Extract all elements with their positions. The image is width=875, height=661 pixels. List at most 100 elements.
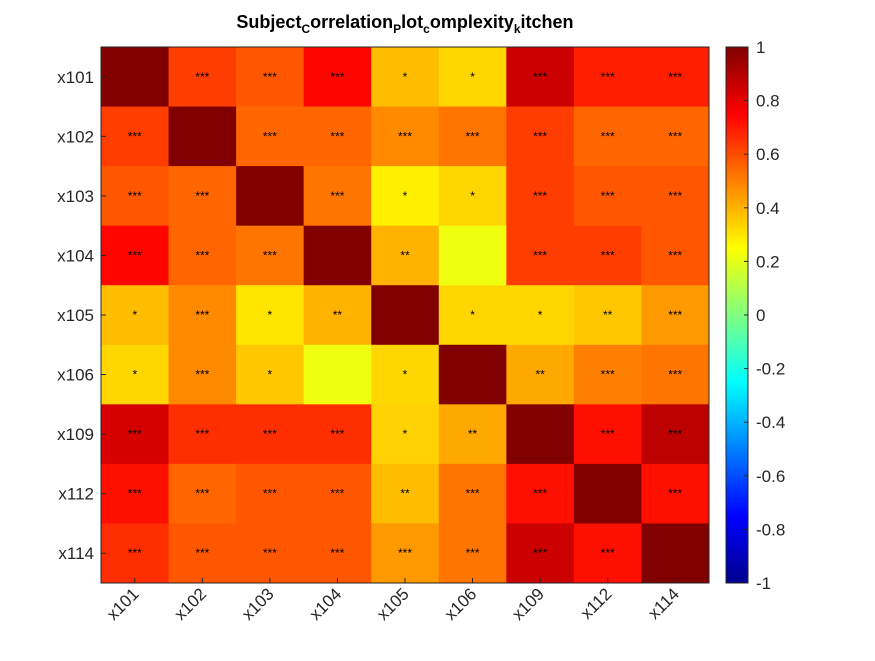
heatmap-cell: [438, 225, 507, 286]
significance-label: ***: [668, 308, 682, 322]
title-part: c: [423, 22, 430, 36]
significance-label: *: [403, 189, 408, 203]
heatmap-cell: [303, 47, 372, 108]
significance-label: ***: [195, 248, 209, 262]
significance-label: ***: [668, 427, 682, 441]
heatmap-cell: [236, 106, 305, 167]
significance-label: ***: [398, 546, 412, 560]
significance-label: ***: [601, 427, 615, 441]
colorbar-tick-label: 0.2: [756, 252, 780, 271]
significance-label: ***: [398, 129, 412, 143]
significance-label: ***: [263, 487, 277, 501]
colorbar-ticks: -1 -0.8 -0.6 -0.4 -0.2 0 0.2 0.4 0.6 0.8 1: [744, 38, 785, 593]
heatmap-cell: [101, 344, 170, 405]
heatmap-cell: [371, 404, 440, 465]
title-part: omplexity: [430, 12, 514, 32]
heatmap-cell: [236, 225, 305, 286]
colorbar-tick-label: 1: [756, 38, 765, 57]
title-part: k: [514, 22, 521, 36]
heatmap-cell: [303, 523, 372, 584]
colorbar-tick-label: -0.4: [756, 413, 785, 432]
heatmap-cell: [573, 225, 642, 286]
x-tick-label: x114: [644, 584, 683, 623]
heatmap-cell: [101, 166, 170, 227]
y-tick-label: x101: [57, 68, 94, 87]
colorbar-tick-label: 0.8: [756, 92, 780, 111]
x-tick-label: x109: [508, 584, 548, 624]
heatmap-cell: [506, 106, 575, 167]
heatmap-cell: [438, 106, 507, 167]
x-tick-label: x102: [171, 584, 211, 624]
chart-title: SubjectCorrelationPlotcomplexitykitchen: [236, 12, 573, 36]
significance-label: ***: [330, 487, 344, 501]
heatmap-cell: [168, 47, 237, 108]
significance-label: ***: [668, 70, 682, 84]
significance-label: ***: [195, 189, 209, 203]
significance-label: ***: [263, 427, 277, 441]
heatmap-cell: [168, 523, 237, 584]
heatmap-cell: [168, 344, 237, 405]
title-part: C: [301, 22, 310, 36]
heatmap-cell: [438, 166, 507, 227]
heatmap-cell: [168, 285, 237, 346]
heatmap-cell: [236, 285, 305, 346]
significance-label: ***: [330, 189, 344, 203]
significance-label: **: [603, 308, 613, 322]
heatmap-cell: [236, 523, 305, 584]
heatmap-cell: [506, 463, 575, 524]
heatmap-cell: [438, 285, 507, 346]
heatmap-cell: [371, 285, 440, 346]
title-part: lot: [401, 12, 423, 32]
x-tick-label: x103: [238, 584, 278, 624]
colorbar-tick-label: 0.6: [756, 145, 780, 164]
x-tick-label: x105: [373, 584, 413, 624]
x-tick-label: x101: [103, 584, 143, 624]
significance-label: ***: [263, 129, 277, 143]
significance-label: ***: [668, 248, 682, 262]
heatmap-cell: [438, 344, 507, 405]
x-tick-label: x104: [306, 584, 346, 624]
significance-label: ***: [533, 248, 547, 262]
colorbar-tick-label: -0.2: [756, 360, 785, 379]
y-tick-label: x103: [57, 187, 94, 206]
heatmap-cell: [573, 47, 642, 108]
heatmap-cell: [236, 344, 305, 405]
heatmap-cell: [168, 225, 237, 286]
y-tick-label: x106: [57, 366, 94, 385]
heatmap-cell: [371, 523, 440, 584]
title-part: P: [393, 22, 401, 36]
significance-label: *: [132, 308, 137, 322]
title-part: Subject: [236, 12, 301, 32]
heatmap-cell: [101, 285, 170, 346]
significance-label: ***: [128, 248, 142, 262]
heatmap-cell: [438, 463, 507, 524]
heatmap-cell: [168, 106, 237, 167]
heatmap-cell: [641, 463, 710, 524]
y-tick-label: x105: [57, 306, 94, 325]
significance-label: ***: [330, 70, 344, 84]
heatmap-cell: [168, 166, 237, 227]
heatmap-cell: [303, 404, 372, 465]
heatmap-cell: [101, 47, 170, 108]
heatmap-cell: [506, 47, 575, 108]
significance-label: ***: [195, 546, 209, 560]
heatmap-cell: [303, 463, 372, 524]
significance-label: **: [535, 368, 545, 382]
significance-label: ***: [601, 248, 615, 262]
significance-label: ***: [601, 546, 615, 560]
colorbar-tick-label: 0.4: [756, 199, 780, 218]
significance-label: ***: [668, 368, 682, 382]
significance-label: *: [268, 308, 273, 322]
heatmap-cell: [101, 106, 170, 167]
significance-label: *: [403, 70, 408, 84]
heatmap-cell: [641, 106, 710, 167]
colorbar: -1 -0.8 -0.6 -0.4 -0.2 0 0.2 0.4 0.6 0.8 1: [725, 38, 785, 593]
heatmap-cell: [438, 404, 507, 465]
y-tick-label: x102: [57, 127, 94, 146]
heatmap-cell: [641, 404, 710, 465]
y-tick-label: x114: [58, 544, 94, 563]
significance-label: ***: [128, 129, 142, 143]
significance-label: ***: [601, 368, 615, 382]
x-tick-label: x112: [577, 584, 616, 623]
significance-label: ***: [601, 70, 615, 84]
